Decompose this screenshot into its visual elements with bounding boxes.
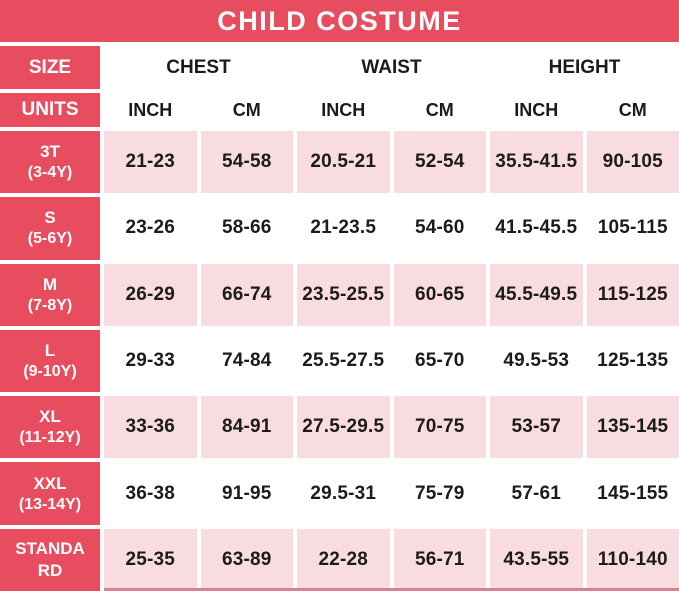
group-header-chest: CHEST bbox=[104, 46, 293, 89]
value-cell: 74-84 bbox=[200, 329, 293, 393]
value-cell: 27.5-29.5 bbox=[297, 396, 390, 459]
size-label-cell: M (7-8Y) bbox=[0, 263, 100, 326]
size-age-label: (13-14Y) bbox=[18, 495, 82, 513]
value-cell: 36-38 bbox=[104, 462, 197, 525]
value-cell: 75-79 bbox=[393, 462, 486, 525]
size-label: STANDARD bbox=[15, 538, 85, 580]
value-cell: 29-33 bbox=[104, 329, 197, 393]
value-cell: 145-155 bbox=[586, 462, 679, 525]
size-age-label: (11-12Y) bbox=[19, 429, 81, 447]
value-cell: 22-28 bbox=[297, 528, 390, 591]
value-cell: 25.5-27.5 bbox=[297, 329, 390, 393]
size-label-cell: L (9-10Y) bbox=[0, 329, 100, 393]
value-cell: 53-57 bbox=[490, 396, 583, 459]
size-label: S bbox=[44, 208, 56, 228]
value-cell: 110-140 bbox=[586, 528, 679, 591]
value-cell: 91-95 bbox=[200, 462, 293, 525]
value-cell: 90-105 bbox=[586, 131, 679, 194]
unit-header-height-inch: INCH bbox=[490, 93, 583, 127]
size-label: 3T bbox=[40, 142, 60, 162]
size-label-cell: STANDARD bbox=[0, 528, 100, 591]
group-header-height: HEIGHT bbox=[490, 46, 679, 89]
unit-header-waist-cm: CM bbox=[393, 93, 486, 127]
value-cell: 41.5-45.5 bbox=[490, 197, 583, 260]
chart-title: CHILD COSTUME bbox=[217, 5, 462, 36]
size-label-cell: XL (11-12Y) bbox=[0, 396, 100, 459]
value-cell: 21-23 bbox=[104, 131, 197, 194]
value-cell: 115-125 bbox=[586, 263, 679, 326]
size-age-label: (7-8Y) bbox=[27, 296, 73, 314]
size-label-cell: S (5-6Y) bbox=[0, 197, 100, 260]
value-cell: 66-74 bbox=[200, 263, 293, 326]
units-row-header: UNITS bbox=[0, 93, 100, 127]
value-cell: 63-89 bbox=[200, 528, 293, 591]
value-cell: 84-91 bbox=[200, 396, 293, 459]
size-label: XXL bbox=[33, 473, 67, 493]
size-label-cell: 3T (3-4Y) bbox=[0, 131, 100, 194]
group-header-waist: WAIST bbox=[297, 46, 486, 89]
unit-header-chest-inch: INCH bbox=[104, 93, 197, 127]
value-cell: 57-61 bbox=[490, 462, 583, 525]
value-cell: 43.5-55 bbox=[490, 528, 583, 591]
size-age-label: (3-4Y) bbox=[27, 164, 73, 182]
value-cell: 35.5-41.5 bbox=[490, 131, 583, 194]
chart-title-bar: CHILD COSTUME bbox=[0, 0, 679, 42]
value-cell: 23-26 bbox=[104, 197, 197, 260]
unit-header-chest-cm: CM bbox=[200, 93, 293, 127]
size-label-cell: XXL (13-14Y) bbox=[0, 462, 100, 525]
value-cell: 29.5-31 bbox=[297, 462, 390, 525]
unit-header-height-cm: CM bbox=[586, 93, 679, 127]
value-cell: 65-70 bbox=[393, 329, 486, 393]
value-cell: 23.5-25.5 bbox=[297, 263, 390, 326]
value-cell: 49.5-53 bbox=[490, 329, 583, 393]
value-cell: 56-71 bbox=[393, 528, 486, 591]
value-cell: 20.5-21 bbox=[297, 131, 390, 194]
value-cell: 125-135 bbox=[586, 329, 679, 393]
table-bottom-edge bbox=[104, 588, 679, 591]
size-column-header: SIZE bbox=[0, 46, 100, 89]
value-cell: 52-54 bbox=[393, 131, 486, 194]
value-cell: 25-35 bbox=[104, 528, 197, 591]
size-label: L bbox=[44, 340, 56, 360]
size-table: SIZE CHEST WAIST HEIGHT UNITS INCH CM IN… bbox=[0, 46, 679, 591]
value-cell: 60-65 bbox=[393, 263, 486, 326]
size-label: M bbox=[42, 274, 58, 294]
value-cell: 135-145 bbox=[586, 396, 679, 459]
size-label: XL bbox=[39, 407, 61, 427]
value-cell: 21-23.5 bbox=[297, 197, 390, 260]
size-age-label: (9-10Y) bbox=[23, 363, 77, 381]
value-cell: 58-66 bbox=[200, 197, 293, 260]
value-cell: 26-29 bbox=[104, 263, 197, 326]
value-cell: 54-60 bbox=[393, 197, 486, 260]
value-cell: 45.5-49.5 bbox=[490, 263, 583, 326]
value-cell: 105-115 bbox=[586, 197, 679, 260]
size-age-label: (5-6Y) bbox=[27, 230, 73, 248]
unit-header-waist-inch: INCH bbox=[297, 93, 390, 127]
value-cell: 70-75 bbox=[393, 396, 486, 459]
value-cell: 54-58 bbox=[200, 131, 293, 194]
value-cell: 33-36 bbox=[104, 396, 197, 459]
